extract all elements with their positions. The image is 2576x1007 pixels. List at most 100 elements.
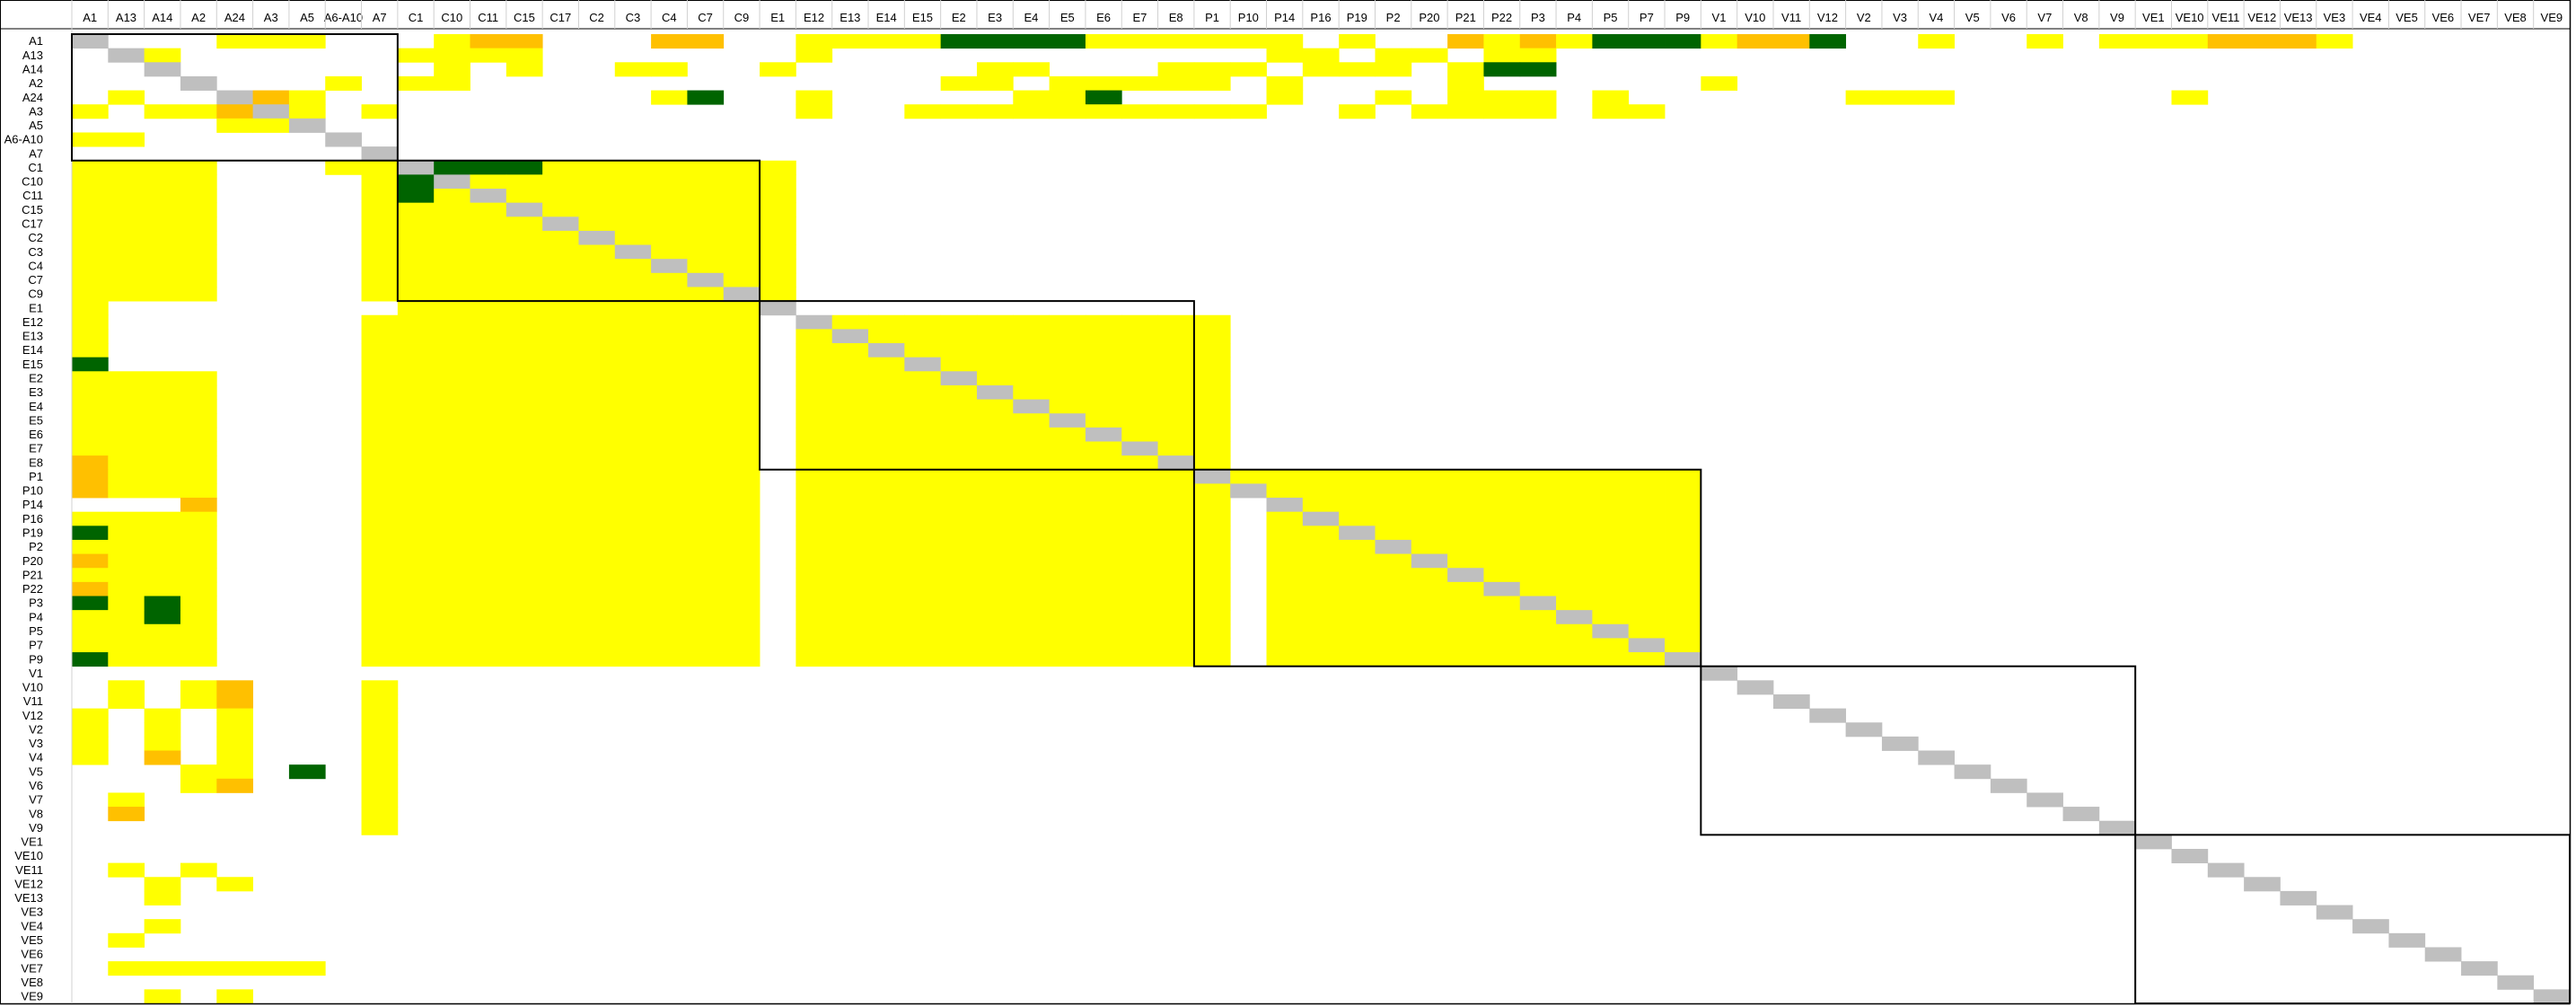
cell-C17-C7 [687, 216, 725, 232]
cell-E3-C9 [723, 384, 760, 400]
col-label-A1: A1 [83, 11, 97, 24]
cell-P20-A7 [361, 553, 399, 569]
cell-P20-P2 [1375, 553, 1412, 569]
cell-C15-C11 [470, 202, 507, 217]
cell-A1-V12 [1809, 34, 1847, 49]
cell-A14-E8 [1157, 62, 1195, 77]
cell-P21-P7 [1628, 568, 1666, 583]
cell-A24-V4 [1918, 90, 1955, 105]
cell-P4-E14 [868, 610, 905, 625]
cell-E4-C3 [614, 399, 652, 414]
cell-P21-P5 [1592, 568, 1630, 583]
cell-A1-C15 [506, 34, 543, 49]
cell-E7-C15 [506, 441, 543, 456]
cell-A1-E5 [1049, 34, 1086, 49]
cell-E3-A1 [72, 384, 109, 400]
cell-VE3-VE3 [2316, 905, 2353, 920]
cell-E6-A13 [108, 427, 145, 442]
cell-P7-C17 [542, 638, 579, 653]
cell-P9-C11 [470, 652, 507, 667]
cell-VE1-VE1 [2135, 835, 2172, 850]
cell-P22-E5 [1049, 581, 1086, 596]
cell-P21-E12 [796, 568, 833, 583]
row-label-V3: V3 [29, 737, 43, 750]
cell-P19-C2 [578, 526, 616, 541]
cell-E8-A13 [108, 455, 145, 471]
cell-P19-E4 [1013, 526, 1051, 541]
cell-V12-A1 [72, 708, 109, 723]
col-label-P3: P3 [1531, 11, 1545, 24]
cell-C3-A14 [144, 244, 181, 260]
cell-C3-A7 [361, 244, 399, 260]
cell-P21-P16 [1302, 568, 1340, 583]
cell-V3-A1 [72, 736, 109, 751]
cell-P21-P21 [1447, 568, 1484, 583]
cell-P14-P16 [1302, 498, 1340, 513]
cell-P22-E8 [1157, 581, 1195, 596]
cell-VE7-A24 [216, 961, 253, 976]
row-label-VE5: VE5 [21, 933, 43, 947]
cell-E6-C11 [470, 427, 507, 442]
cell-E13-C4 [651, 329, 688, 344]
cell-E8-C9 [723, 455, 760, 471]
cell-E4-A13 [108, 399, 145, 414]
cell-P1-A14 [144, 469, 181, 484]
cell-C1-E1 [760, 160, 796, 175]
cell-P3-A1 [72, 596, 109, 611]
cell-E5-C17 [542, 413, 579, 428]
cell-P3-E14 [868, 596, 905, 611]
cell-E1-C17 [542, 301, 579, 316]
cell-P2-C1 [397, 539, 435, 554]
cell-C1-A1 [72, 160, 109, 175]
cell-E2-P1 [1193, 371, 1231, 386]
cell-E4-C11 [470, 399, 507, 414]
cell-V9-A7 [361, 820, 399, 835]
cell-P14-A2 [180, 498, 217, 513]
cell-P3-E7 [1121, 596, 1158, 611]
row-label-E8: E8 [29, 455, 43, 469]
col-label-V7: V7 [2037, 11, 2052, 24]
cell-E1-C10 [434, 301, 470, 316]
cell-C2-C17 [542, 230, 579, 245]
cell-E5-A2 [180, 413, 217, 428]
cell-C7-C2 [578, 272, 616, 287]
col-label-V4: V4 [1929, 11, 1943, 24]
cell-P10-A13 [108, 483, 145, 499]
cell-P14-P22 [1483, 498, 1521, 513]
cell-C3-C10 [434, 244, 470, 260]
cell-P19-C11 [470, 526, 507, 541]
col-label-C7: C7 [698, 11, 713, 24]
cell-V3-V3 [1881, 736, 1919, 751]
cell-E15-E3 [976, 357, 1014, 372]
cell-C3-E1 [760, 244, 796, 260]
cell-P20-P9 [1665, 553, 1701, 569]
cell-E7-E2 [940, 441, 978, 456]
cell-P10-E2 [940, 483, 978, 499]
cell-P22-A7 [361, 581, 399, 596]
cell-P14-P14 [1266, 498, 1304, 513]
row-label-E6: E6 [29, 428, 43, 441]
cell-E3-C10 [434, 384, 470, 400]
cell-C15-C3 [614, 202, 652, 217]
cell-E3-E5 [1049, 384, 1086, 400]
cell-P1-A7 [361, 469, 399, 484]
cell-P14-C3 [614, 498, 652, 513]
cell-V10-A2 [180, 680, 217, 695]
cell-P7-E13 [831, 638, 869, 653]
cell-C11-E1 [760, 189, 796, 204]
cell-E8-C17 [542, 455, 579, 471]
row-label-V1: V1 [29, 667, 43, 680]
cell-A3-P5 [1592, 104, 1630, 119]
cell-E3-E8 [1157, 384, 1195, 400]
cell-P9-C15 [506, 652, 543, 667]
cell-C1-A2 [180, 160, 217, 175]
cell-C3-A13 [108, 244, 145, 260]
col-label-A14: A14 [152, 11, 172, 24]
row-label-C7: C7 [28, 273, 43, 287]
cell-P2-A2 [180, 539, 217, 554]
cell-E12-C2 [578, 314, 616, 330]
group-boxes [71, 33, 2571, 1004]
cell-E13-E13 [831, 329, 869, 344]
cell-P20-A13 [108, 553, 145, 569]
cell-C4-A14 [144, 259, 181, 274]
